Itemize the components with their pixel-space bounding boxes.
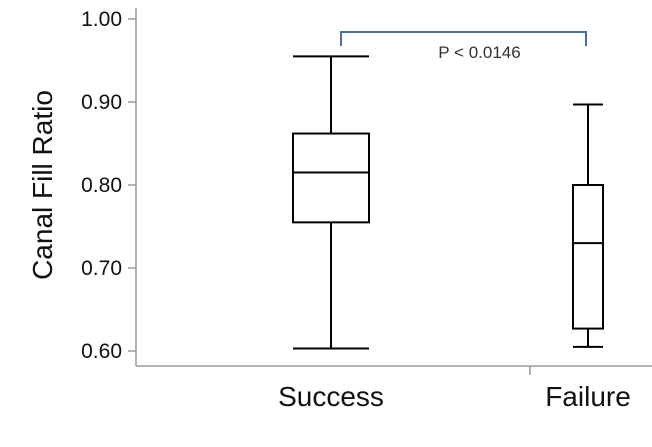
iqr-box <box>572 184 604 330</box>
box-failure <box>572 103 604 348</box>
y-tick-label: 0.80 <box>81 174 122 197</box>
y-axis-label: Canal Fill Ratio <box>27 90 58 280</box>
y-tick-label: 1.00 <box>81 8 122 31</box>
significance-annotation: P < 0.0146 <box>340 31 587 62</box>
category-label-failure: Failure <box>545 381 631 412</box>
category-label-success: Success <box>278 381 384 412</box>
y-tick-label: 0.90 <box>81 91 122 114</box>
significance-bracket <box>340 31 587 46</box>
y-tick-labels: 0.60 0.70 0.80 0.90 1.00 <box>81 8 122 363</box>
category-labels: Success Failure <box>278 381 631 412</box>
axes <box>128 8 652 375</box>
y-tick-label: 0.60 <box>81 340 122 363</box>
box-success <box>292 55 370 350</box>
boxes <box>292 55 604 350</box>
y-tick-label: 0.70 <box>81 257 122 280</box>
p-value-label: P < 0.0146 <box>438 43 520 62</box>
iqr-box <box>292 132 370 224</box>
